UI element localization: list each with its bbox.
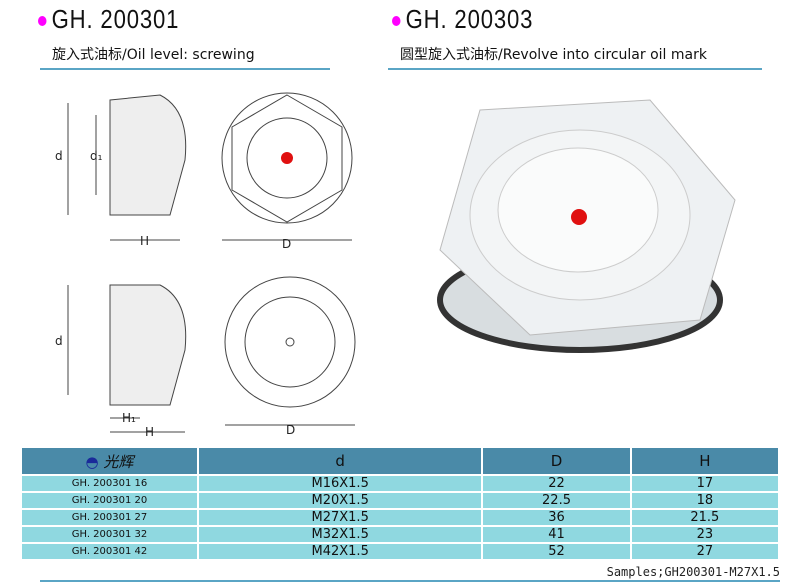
dim-h: H <box>140 234 149 248</box>
cell-d: M20X1.5 <box>196 491 484 510</box>
samples-note: Samples;GH200301-M27X1.5 <box>606 565 780 579</box>
product-photo <box>437 99 736 353</box>
left-title-text: GH. 200301 <box>51 4 180 34</box>
cell-d: M27X1.5 <box>196 508 484 527</box>
red-dot-icon <box>281 152 293 164</box>
cell-d: M42X1.5 <box>196 542 484 561</box>
side-view-top: d d₁ H <box>55 94 187 248</box>
logo: ◓ 光辉 <box>20 446 199 476</box>
cell-H: 18 <box>629 491 781 510</box>
red-dot-icon <box>571 209 587 225</box>
cell-D: 52 <box>481 542 632 561</box>
dim-d: d <box>55 149 63 163</box>
cell-d: M16X1.5 <box>196 474 484 493</box>
cell-D: 36 <box>481 508 632 527</box>
table-row: GH. 200301 27 M27X1.5 36 21.5 <box>20 508 781 527</box>
left-subtitle: 旋入式油标/Oil level: screwing <box>40 44 330 70</box>
table-row: GH. 200301 16 M16X1.5 22 17 <box>20 474 781 493</box>
header-H: H <box>629 446 781 476</box>
front-view-top: D <box>221 92 353 251</box>
dim-h-2: H <box>145 425 154 439</box>
technical-drawing: d d₁ H D d H₁ H D <box>55 92 736 439</box>
table-header: ◓ 光辉 d D H <box>20 446 781 476</box>
footer-divider <box>40 580 780 582</box>
model: GH. 200301 27 <box>20 508 199 527</box>
right-subtitle: 圆型旋入式油标/Revolve into circular oil mark <box>388 44 762 70</box>
model: GH. 200301 42 <box>20 542 199 561</box>
cell-H: 23 <box>629 525 781 544</box>
header-d: d <box>196 446 484 476</box>
left-title: GH. 200301 <box>38 4 179 35</box>
front-view-bottom: D <box>224 276 356 437</box>
spec-table: ◓ 光辉 d D H GH. 200301 16 M16X1.5 22 17 GH. … <box>20 446 781 561</box>
table-row: GH. 200301 20 M20X1.5 22.5 18 <box>20 491 781 510</box>
cell-D: 22 <box>481 474 632 493</box>
right-title: GH. 200303 <box>392 4 533 35</box>
model: GH. 200301 16 <box>20 474 199 493</box>
side-view-bottom: d H₁ H <box>55 284 187 439</box>
cell-d: M32X1.5 <box>196 525 484 544</box>
dim-D-2: D <box>286 423 295 437</box>
dim-D: D <box>282 237 291 251</box>
table-row: GH. 200301 32 M32X1.5 41 23 <box>20 525 781 544</box>
cell-D: 22.5 <box>481 491 632 510</box>
model: GH. 200301 32 <box>20 525 199 544</box>
bullet-icon <box>392 16 401 27</box>
dim-h1: H₁ <box>122 411 136 425</box>
dim-d1: d₁ <box>90 149 103 163</box>
cell-H: 27 <box>629 542 781 561</box>
cell-H: 21.5 <box>629 508 781 527</box>
header-D: D <box>481 446 632 476</box>
model: GH. 200301 20 <box>20 491 199 510</box>
right-title-text: GH. 200303 <box>405 4 534 34</box>
dim-d-2: d <box>55 334 63 348</box>
cell-D: 41 <box>481 525 632 544</box>
table-row: GH. 200301 42 M42X1.5 52 27 <box>20 542 781 561</box>
bullet-icon <box>38 16 47 27</box>
cell-H: 17 <box>629 474 781 493</box>
